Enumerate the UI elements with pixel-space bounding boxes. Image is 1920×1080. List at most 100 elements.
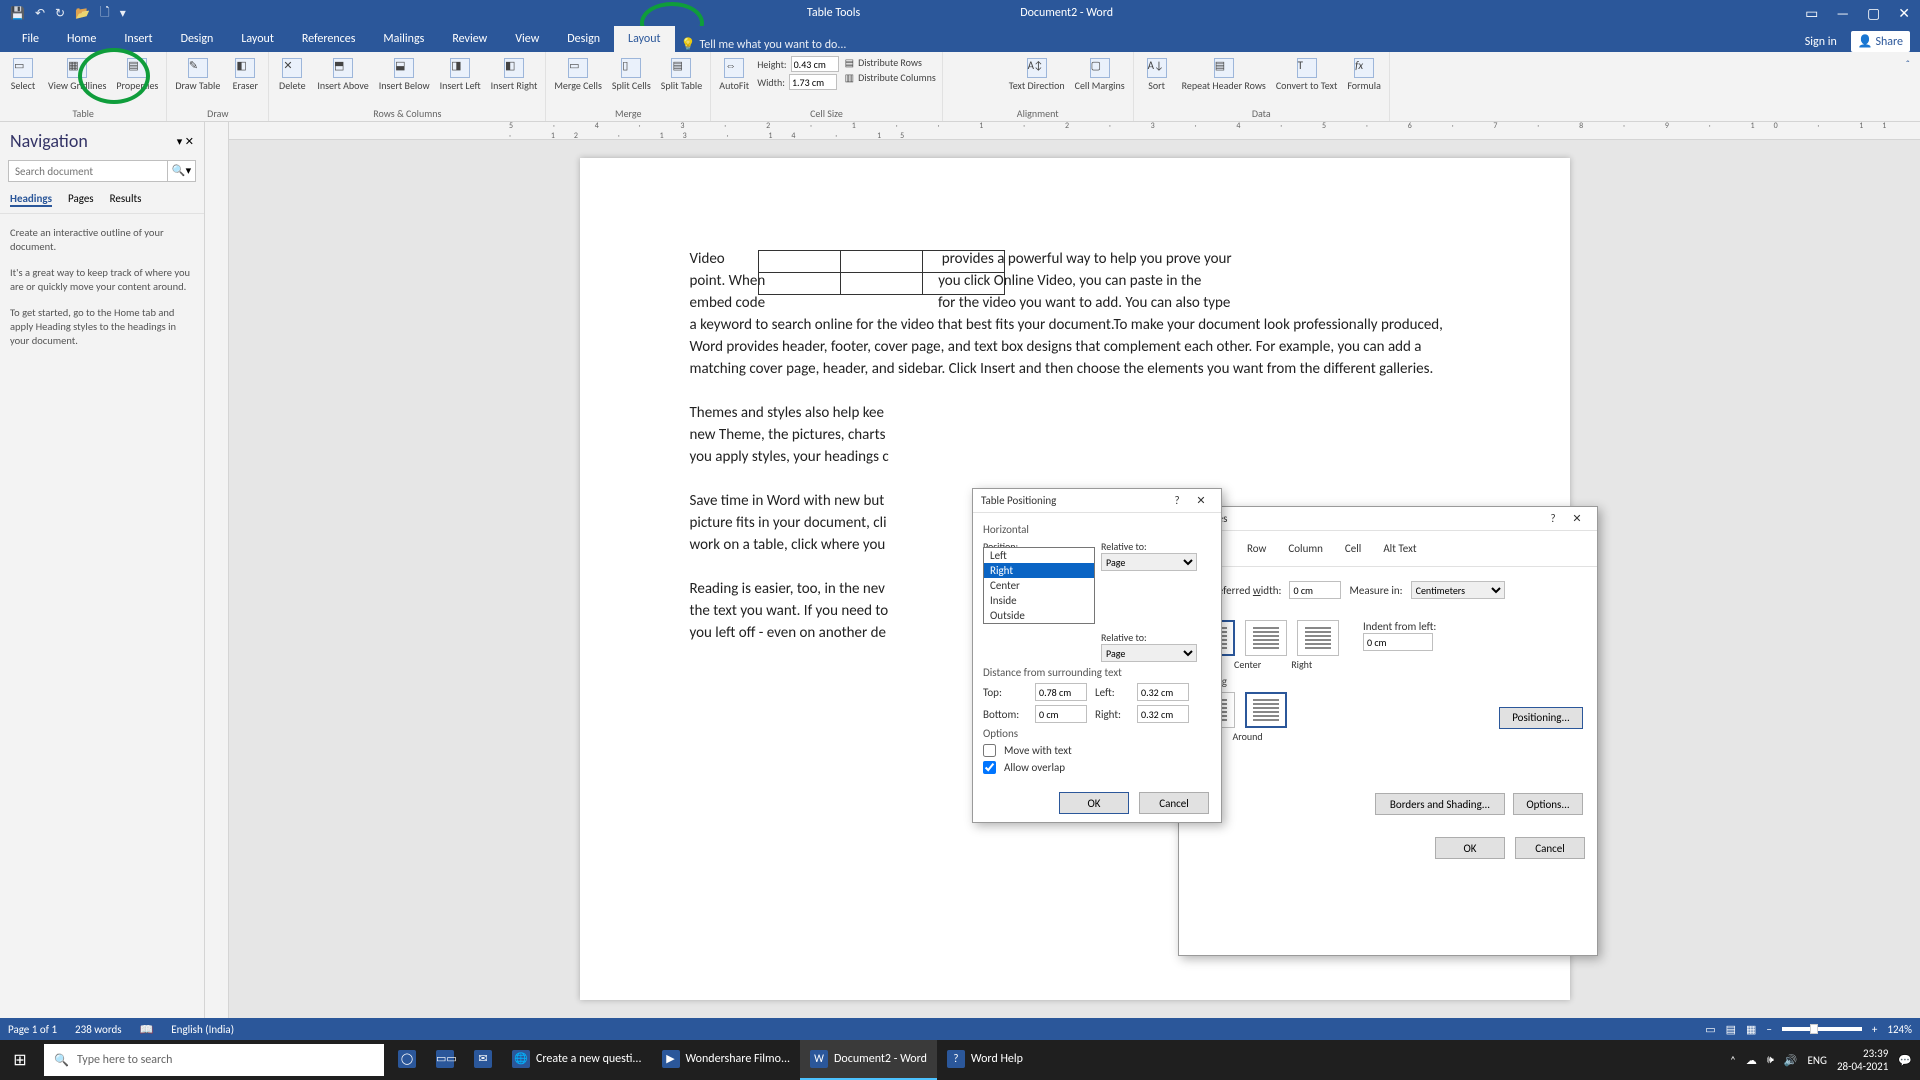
distribute-rows-button[interactable]: ▤ Distribute Rows bbox=[845, 56, 936, 69]
tray-clock[interactable]: 23:39 28-04-2021 bbox=[1837, 1047, 1888, 1073]
ribbon-tab-design[interactable]: Design bbox=[167, 26, 228, 52]
relative-to-select-v[interactable]: Page bbox=[1101, 644, 1197, 662]
ribbon-tab-mailings[interactable]: Mailings bbox=[369, 26, 438, 52]
delete-button[interactable]: ✕Delete bbox=[275, 56, 309, 93]
bottom-input[interactable] bbox=[1035, 705, 1087, 723]
search-icon[interactable]: 🔍▾ bbox=[167, 161, 195, 181]
allow-overlap-checkbox[interactable] bbox=[983, 761, 996, 774]
props-tab-table[interactable] bbox=[1223, 539, 1227, 558]
nav-subtab-headings[interactable]: Headings bbox=[10, 192, 52, 207]
zoom-out-icon[interactable]: − bbox=[1766, 1023, 1771, 1036]
measure-in-select[interactable]: Centimeters bbox=[1411, 581, 1505, 599]
pos-cancel-button[interactable]: Cancel bbox=[1139, 792, 1209, 814]
sort-button[interactable]: A↓Sort bbox=[1140, 56, 1174, 93]
insert-right-button[interactable]: ◧Insert Right bbox=[489, 56, 540, 93]
convert-to-text-button[interactable]: TConvert to Text bbox=[1274, 56, 1340, 93]
ribbon-tab-view[interactable]: View bbox=[501, 26, 553, 52]
ribbon-tab-layout[interactable]: Layout bbox=[227, 26, 288, 52]
collapse-ribbon-icon[interactable]: ˆ bbox=[1896, 52, 1920, 121]
autofit-button[interactable]: ⇔AutoFit bbox=[717, 56, 751, 93]
zoom-in-icon[interactable]: + bbox=[1872, 1023, 1877, 1036]
tray-network-icon[interactable]: 🕪 bbox=[1767, 1053, 1774, 1067]
share-button[interactable]: 👤 Share bbox=[1851, 31, 1910, 52]
draw-table-button[interactable]: ✎Draw Table bbox=[173, 56, 222, 93]
merge-cells-button[interactable]: ▭Merge Cells bbox=[552, 56, 604, 93]
position-option-left[interactable]: Left bbox=[984, 548, 1094, 563]
position-option-outside[interactable]: Outside bbox=[984, 608, 1094, 623]
indent-input[interactable] bbox=[1363, 633, 1433, 651]
select-button[interactable]: ▭Select bbox=[6, 56, 40, 93]
eraser-button[interactable]: ◧Eraser bbox=[228, 56, 262, 93]
right-input[interactable] bbox=[1137, 705, 1189, 723]
ribbon-tab-design[interactable]: Design bbox=[553, 26, 614, 52]
props-cancel-button[interactable]: Cancel bbox=[1515, 837, 1585, 859]
taskbar-search[interactable]: 🔍 Type here to search bbox=[44, 1044, 384, 1076]
ribbon-display-icon[interactable]: ▭ bbox=[1805, 5, 1818, 22]
positioning-button[interactable]: Positioning... bbox=[1499, 707, 1583, 729]
print-layout-icon[interactable]: ▤ bbox=[1726, 1023, 1736, 1036]
read-mode-icon[interactable]: ▭ bbox=[1705, 1023, 1715, 1036]
height-input[interactable] bbox=[791, 56, 839, 72]
position-option-center[interactable]: Center bbox=[984, 578, 1094, 593]
preferred-width-input[interactable] bbox=[1289, 581, 1341, 599]
taskbar-item-edge[interactable]: 🌐Create a new questi... bbox=[502, 1040, 652, 1080]
close-icon[interactable]: ✕ bbox=[1898, 5, 1910, 22]
relative-to-select[interactable]: Page bbox=[1101, 553, 1197, 571]
props-tab-cell[interactable]: Cell bbox=[1343, 539, 1363, 558]
tray-volume-icon[interactable]: 🔊 bbox=[1784, 1054, 1798, 1067]
props-ok-button[interactable]: OK bbox=[1435, 837, 1505, 859]
split-cells-button[interactable]: ▯Split Cells bbox=[610, 56, 653, 93]
position-dropdown-list[interactable]: LeftRightCenterInsideOutside bbox=[983, 547, 1095, 624]
taskbar-item-help[interactable]: ?Word Help bbox=[937, 1040, 1033, 1080]
document-table[interactable] bbox=[758, 250, 1005, 295]
formula-button[interactable]: fxFormula bbox=[1345, 56, 1383, 93]
wrap-around-thumb[interactable] bbox=[1245, 692, 1287, 728]
dialog-help-icon[interactable]: ? bbox=[1541, 512, 1565, 525]
zoom-level[interactable]: 124% bbox=[1887, 1023, 1912, 1036]
nav-search-input[interactable] bbox=[9, 161, 167, 181]
undo-icon[interactable]: ↶ bbox=[35, 6, 45, 21]
save-icon[interactable]: 💾 bbox=[10, 6, 25, 21]
borders-shading-button[interactable]: Borders and Shading... bbox=[1375, 793, 1505, 815]
split-table-button[interactable]: ▤Split Table bbox=[659, 56, 704, 93]
signin-link[interactable]: Sign in bbox=[1805, 35, 1837, 49]
ribbon-tab-layout[interactable]: Layout bbox=[614, 26, 675, 52]
nav-subtab-pages[interactable]: Pages bbox=[68, 192, 94, 207]
spellcheck-icon[interactable]: 📖 bbox=[140, 1023, 154, 1036]
maximize-icon[interactable]: ▢ bbox=[1867, 5, 1880, 22]
insert-left-button[interactable]: ◨Insert Left bbox=[438, 56, 483, 93]
nav-subtab-results[interactable]: Results bbox=[110, 192, 142, 207]
minimize-icon[interactable]: — bbox=[1836, 5, 1849, 22]
nav-search[interactable]: 🔍▾ bbox=[8, 160, 196, 182]
taskbar-item-mail[interactable]: ✉ bbox=[464, 1040, 502, 1080]
word-count[interactable]: 238 words bbox=[75, 1023, 122, 1036]
dialog-help-icon[interactable]: ? bbox=[1165, 494, 1189, 507]
alignment-grid[interactable] bbox=[949, 56, 1001, 102]
tell-me-box[interactable]: 💡 Tell me what you want to do... bbox=[681, 37, 847, 52]
props-tab-column[interactable]: Column bbox=[1286, 539, 1325, 558]
width-input[interactable] bbox=[789, 74, 837, 90]
top-input[interactable] bbox=[1035, 683, 1087, 701]
nav-close-icon[interactable]: ✕ bbox=[185, 135, 194, 148]
taskbar-item-cortana[interactable]: ◯ bbox=[388, 1040, 426, 1080]
position-option-right[interactable]: Right bbox=[984, 563, 1094, 578]
ribbon-tab-home[interactable]: Home bbox=[53, 26, 110, 52]
taskbar-item-word[interactable]: WDocument2 - Word bbox=[800, 1040, 937, 1080]
insert-above-button[interactable]: ⬒Insert Above bbox=[315, 56, 370, 93]
distribute-columns-button[interactable]: ▥ Distribute Columns bbox=[845, 71, 936, 84]
align-center-thumb[interactable] bbox=[1245, 620, 1287, 656]
options-button[interactable]: Options... bbox=[1513, 793, 1583, 815]
tray-chevron-icon[interactable]: ˄ bbox=[1730, 1054, 1736, 1067]
qat-more-icon[interactable]: ▾ bbox=[120, 6, 126, 21]
redo-icon[interactable]: ↻ bbox=[55, 6, 65, 21]
zoom-slider[interactable] bbox=[1782, 1027, 1862, 1031]
page-indicator[interactable]: Page 1 of 1 bbox=[8, 1023, 57, 1036]
insert-below-button[interactable]: ⬓Insert Below bbox=[377, 56, 432, 93]
ribbon-tab-file[interactable]: File bbox=[8, 26, 53, 52]
cell-margins-button[interactable]: ▢Cell Margins bbox=[1073, 56, 1127, 93]
props-tab-row[interactable]: Row bbox=[1245, 539, 1268, 558]
text-direction-button[interactable]: A↕Text Direction bbox=[1007, 56, 1067, 93]
ribbon-tab-references[interactable]: References bbox=[288, 26, 370, 52]
left-input[interactable] bbox=[1137, 683, 1189, 701]
position-option-inside[interactable]: Inside bbox=[984, 593, 1094, 608]
